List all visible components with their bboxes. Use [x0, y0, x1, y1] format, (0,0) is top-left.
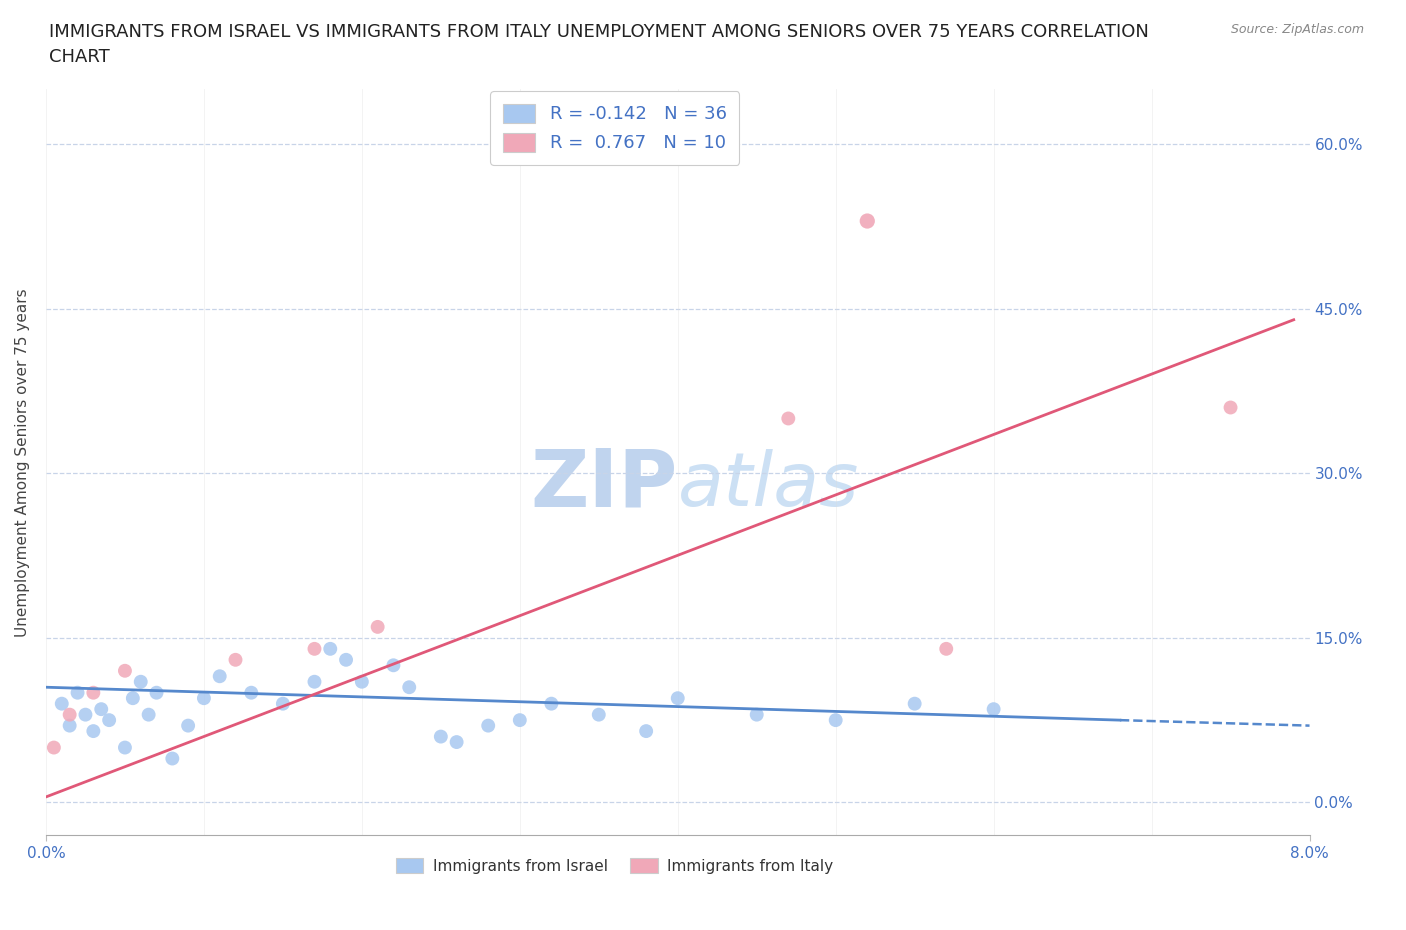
Point: [335, 652, 357, 667]
Point: [666, 691, 689, 706]
Point: [59, 707, 82, 722]
Point: [271, 697, 294, 711]
Point: [177, 718, 200, 733]
Point: [114, 740, 136, 755]
Text: ZIP: ZIP: [530, 445, 678, 524]
Point: [382, 658, 405, 672]
Point: [588, 707, 610, 722]
Point: [745, 707, 768, 722]
Point: [904, 697, 927, 711]
Point: [983, 702, 1005, 717]
Text: CHART: CHART: [49, 48, 110, 66]
Point: [856, 214, 879, 229]
Point: [98, 712, 121, 727]
Point: [509, 712, 531, 727]
Point: [477, 718, 499, 733]
Point: [240, 685, 263, 700]
Text: IMMIGRANTS FROM ISRAEL VS IMMIGRANTS FROM ITALY UNEMPLOYMENT AMONG SENIORS OVER : IMMIGRANTS FROM ISRAEL VS IMMIGRANTS FRO…: [49, 23, 1149, 41]
Legend: Immigrants from Israel, Immigrants from Italy: Immigrants from Israel, Immigrants from …: [389, 852, 839, 880]
Point: [193, 691, 215, 706]
Y-axis label: Unemployment Among Seniors over 75 years: Unemployment Among Seniors over 75 years: [15, 288, 30, 637]
Point: [208, 669, 231, 684]
Point: [145, 685, 167, 700]
Text: Source: ZipAtlas.com: Source: ZipAtlas.com: [1230, 23, 1364, 36]
Point: [935, 642, 957, 657]
Point: [778, 411, 800, 426]
Point: [51, 697, 73, 711]
Point: [1219, 400, 1241, 415]
Point: [304, 674, 326, 689]
Point: [90, 702, 112, 717]
Point: [82, 724, 104, 738]
Point: [114, 663, 136, 678]
Point: [138, 707, 160, 722]
Point: [121, 691, 143, 706]
Point: [224, 652, 246, 667]
Point: [350, 674, 373, 689]
Point: [367, 619, 389, 634]
Point: [59, 718, 82, 733]
Point: [162, 751, 184, 766]
Point: [430, 729, 453, 744]
Text: atlas: atlas: [678, 449, 859, 521]
Point: [636, 724, 658, 738]
Point: [446, 735, 468, 750]
Point: [82, 685, 104, 700]
Point: [42, 740, 65, 755]
Point: [398, 680, 420, 695]
Point: [540, 697, 562, 711]
Point: [66, 685, 89, 700]
Point: [319, 642, 342, 657]
Point: [304, 642, 326, 657]
Point: [824, 712, 846, 727]
Point: [129, 674, 152, 689]
Point: [75, 707, 97, 722]
